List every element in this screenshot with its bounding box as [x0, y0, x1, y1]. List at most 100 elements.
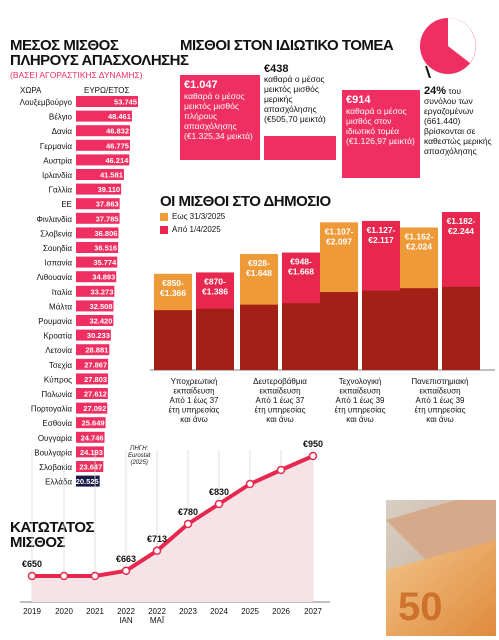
pie-slice-part-time	[448, 18, 476, 63]
pie-chart	[420, 18, 476, 78]
country-value: 27.092	[83, 404, 106, 413]
line-point	[245, 479, 255, 489]
public-category-label: εκπαίδευση	[173, 387, 214, 396]
country-label: Βέλγιο	[49, 113, 73, 122]
country-value: 24.746	[81, 433, 104, 442]
public-salary-chart: €850-€1.366€870-€1.386Υποχρεωτικήεκπαίδε…	[150, 212, 495, 424]
country-label: Ιταλία	[52, 288, 73, 297]
x-tick-label: 2021	[86, 607, 104, 616]
line-series	[32, 454, 314, 578]
x-tick-label: 2019	[23, 607, 41, 616]
country-bar	[76, 344, 110, 356]
public-category-label: έτη υπηρεσίας	[254, 406, 305, 415]
country-value: 34.893	[92, 273, 115, 282]
public-category-label: Υποχρεωτική	[171, 377, 218, 386]
country-label: Λουξεμβούργο	[20, 98, 73, 107]
country-label: Κύπρος	[44, 375, 72, 384]
pct-value: 24%	[424, 85, 447, 97]
col-country-header: ΧΩΡΑ	[20, 86, 42, 95]
country-label: Σουηδία	[43, 244, 72, 253]
legend-swatch-until	[160, 213, 168, 221]
public-category-label: Από 1 έως 39	[416, 396, 466, 405]
country-label: Ισπανία	[44, 259, 72, 268]
line-point	[27, 571, 37, 581]
public-category-label: εκπαίδευση	[339, 387, 380, 396]
country-label: Σλοβακία	[39, 463, 72, 472]
country-label: Ουγγαρία	[38, 434, 73, 443]
line-area	[32, 456, 313, 602]
public-category-label: Από 1 έως 37	[170, 396, 220, 405]
country-bar	[76, 446, 104, 458]
country-bar	[76, 417, 106, 429]
public-category-label: Από 1 έως 39	[336, 396, 386, 405]
public-bar-low	[154, 310, 192, 370]
country-label: Αυστρία	[43, 156, 72, 165]
line-point	[90, 571, 100, 581]
country-bar	[76, 169, 124, 180]
country-label: Πολωνία	[41, 390, 72, 399]
public-category-label: έτη υπηρεσίας	[168, 406, 219, 415]
x-tick-label: 2024	[210, 607, 228, 616]
country-label: Εσθονία	[42, 419, 72, 428]
country-bar	[76, 373, 109, 385]
public-bar-label: €928-	[248, 258, 270, 268]
private-box-full-time: €1.047 καθαρά ο μέσος μεικτός μισθός πλή…	[180, 75, 260, 160]
country-value: 48.461	[108, 112, 131, 121]
public-category-label: έτη υπηρεσίας	[414, 406, 465, 415]
public-category-label: Τεχνολογική	[339, 377, 382, 386]
point-value-label: €713	[147, 534, 167, 544]
country-label: Ρουμανία	[38, 317, 72, 326]
country-label: Δανία	[52, 127, 73, 136]
public-bar-low	[442, 286, 480, 370]
country-value: 27.803	[84, 375, 107, 384]
part-time-share-note: 24% του συνόλου των εργαζομένων (661.440…	[424, 85, 494, 157]
legend-until-label: Εως 31/3/2025	[172, 212, 226, 221]
public-bar-label: €2.117	[368, 235, 394, 245]
hand-shape	[386, 500, 496, 560]
country-bar	[76, 96, 138, 107]
country-bar	[76, 402, 108, 414]
legend-from-label: Από 1/4/2025	[172, 225, 221, 234]
country-value: 30.233	[87, 331, 110, 340]
public-bar-low	[196, 308, 234, 370]
x-tick-label: 2022	[148, 607, 166, 616]
country-label: Βουλγαρία	[34, 448, 72, 457]
country-value: 20.525	[76, 477, 99, 486]
country-bar	[76, 256, 118, 268]
pie-pointer	[425, 65, 431, 78]
country-bar	[76, 285, 115, 297]
box3-value: €914	[346, 94, 371, 106]
x-tick-label: ΙΑΝ	[119, 616, 133, 625]
country-bar	[76, 183, 122, 195]
public-category-label: έτη υπηρεσίας	[334, 406, 385, 415]
public-bar-low	[240, 304, 278, 370]
country-label: Γερμανία	[40, 142, 73, 151]
country-bar	[76, 227, 119, 239]
public-bar-label: €850-	[162, 278, 184, 288]
country-value: 36.806	[95, 229, 118, 238]
country-value: 37.863	[96, 200, 119, 209]
country-label: Μάλτα	[49, 302, 72, 311]
country-value: 46.775	[106, 141, 129, 150]
country-value: 37.785	[96, 214, 119, 223]
public-bar-label: €1.162-	[405, 231, 434, 241]
country-bar	[76, 110, 132, 122]
country-label: Σλοβενία	[40, 229, 72, 238]
x-tick-label: ΜΑΪ	[150, 616, 165, 625]
col-value-header: ΕΥΡΩ/ΕΤΟΣ	[84, 86, 130, 95]
country-label: Λετονία	[45, 346, 72, 355]
public-category-label: εκπαίδευση	[259, 387, 300, 396]
line-point	[183, 519, 193, 529]
public-bar-low	[362, 290, 400, 370]
country-bar	[76, 198, 120, 210]
public-bar-label: €2.024	[406, 241, 432, 251]
country-bar	[76, 431, 105, 443]
country-value: 35.774	[93, 258, 117, 267]
box2-text: καθαρά ο μέσος μεικτός μισθός μερικής απ…	[264, 74, 326, 124]
country-label: Πορτογαλία	[31, 405, 73, 414]
x-tick-label: 2026	[272, 607, 290, 616]
line-point	[214, 499, 224, 509]
public-category-label: και άνω	[180, 415, 207, 424]
country-value: 32.420	[89, 317, 112, 326]
banknote-photo: 50	[386, 500, 496, 636]
